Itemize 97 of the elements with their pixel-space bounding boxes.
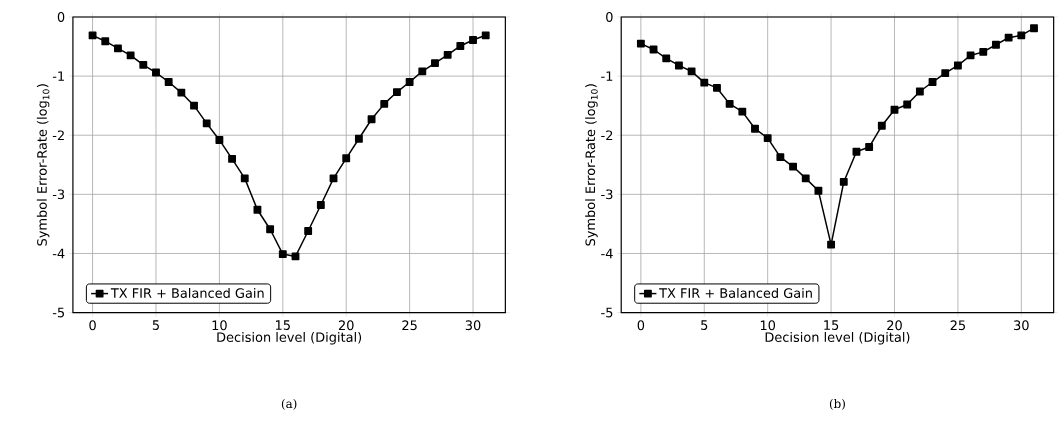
x-tick-label: 10 — [760, 320, 776, 330]
point — [443, 50, 452, 59]
y-tick-label: -2 — [52, 130, 64, 140]
x-tick-label: 30 — [1014, 320, 1029, 330]
y-tick-label: -3 — [52, 189, 65, 200]
point — [725, 99, 734, 108]
y-axis-title: Symbol Error-Rate (log$_{10}$) — [585, 84, 598, 246]
point — [393, 87, 401, 96]
point — [418, 67, 427, 76]
point — [751, 124, 759, 133]
x-tick-label: 5 — [152, 320, 159, 330]
y-tick-label: -5 — [52, 307, 65, 318]
point — [367, 115, 376, 123]
point — [228, 154, 236, 163]
point — [1004, 33, 1013, 42]
point — [839, 177, 848, 186]
point — [966, 51, 975, 60]
point — [953, 61, 962, 70]
legend-label: TX FIR + Balanced Gain — [110, 287, 264, 298]
point — [329, 174, 338, 183]
point — [1030, 24, 1038, 32]
point — [814, 186, 823, 195]
y-tick-label: -3 — [601, 189, 613, 200]
point — [979, 47, 988, 56]
point — [687, 67, 696, 76]
point — [763, 134, 772, 142]
x-tick-label: 5 — [701, 320, 708, 330]
point — [266, 225, 275, 233]
y-axis-title: Symbol Error-Rate (log$_{10}$) — [36, 84, 50, 246]
point — [215, 135, 224, 144]
point — [253, 205, 262, 214]
point — [700, 78, 709, 87]
legend-label: TX FIR + Balanced Gain — [659, 287, 812, 298]
point — [291, 252, 300, 261]
point — [992, 40, 1000, 49]
text: (b) — [829, 398, 845, 410]
point — [190, 101, 198, 110]
point — [126, 51, 135, 60]
x-axis-title: Decision level (Digital) — [217, 331, 362, 345]
point — [915, 87, 924, 96]
point — [789, 162, 797, 171]
x-tick-label: 25 — [402, 320, 417, 330]
point — [674, 61, 683, 70]
point — [481, 31, 490, 40]
point — [342, 154, 351, 162]
point — [177, 88, 186, 97]
point — [431, 58, 439, 67]
point — [101, 37, 110, 45]
point — [890, 105, 899, 114]
x-tick-label: 25 — [950, 320, 965, 330]
point — [114, 44, 122, 53]
text: (a) — [281, 398, 297, 410]
point — [941, 68, 950, 77]
point — [827, 240, 836, 249]
point — [456, 41, 465, 50]
y-tick-label: -5 — [601, 307, 613, 318]
point — [380, 99, 389, 108]
x-tick-label: 30 — [465, 320, 481, 330]
point — [88, 31, 97, 40]
point — [405, 77, 414, 86]
y-tick-label: -4 — [601, 248, 613, 258]
y-tick-label: -4 — [52, 248, 65, 258]
point — [865, 142, 874, 151]
point — [304, 226, 313, 235]
point — [202, 119, 211, 128]
point — [776, 152, 785, 161]
x-tick-label: 0 — [89, 320, 96, 330]
point — [316, 200, 325, 209]
point — [354, 134, 363, 143]
point — [469, 35, 477, 44]
x-tick-label: 20 — [887, 320, 902, 330]
x-tick-label: 15 — [275, 320, 290, 330]
x-tick-label: 15 — [824, 320, 839, 330]
x-tick-label: 0 — [637, 320, 645, 330]
x-tick-label: 20 — [338, 320, 354, 330]
point — [852, 147, 861, 156]
point — [240, 174, 249, 183]
y-tick-label: -1 — [52, 71, 64, 81]
point — [662, 54, 671, 63]
point — [877, 121, 886, 130]
y-tick-label: 0 — [606, 11, 613, 22]
point — [152, 68, 160, 77]
point — [713, 83, 721, 92]
point — [801, 174, 810, 183]
point — [139, 60, 148, 69]
point — [636, 39, 645, 48]
x-axis-title: Decision level (Digital) — [765, 331, 910, 345]
point — [278, 249, 287, 258]
point — [738, 107, 747, 116]
point — [928, 77, 937, 86]
point — [1017, 31, 1026, 40]
point — [164, 77, 173, 86]
point — [903, 100, 912, 109]
y-tick-label: 0 — [57, 11, 65, 22]
x-tick-label: 10 — [212, 320, 227, 330]
y-tick-label: -2 — [601, 130, 613, 140]
y-tick-label: -1 — [601, 71, 613, 81]
